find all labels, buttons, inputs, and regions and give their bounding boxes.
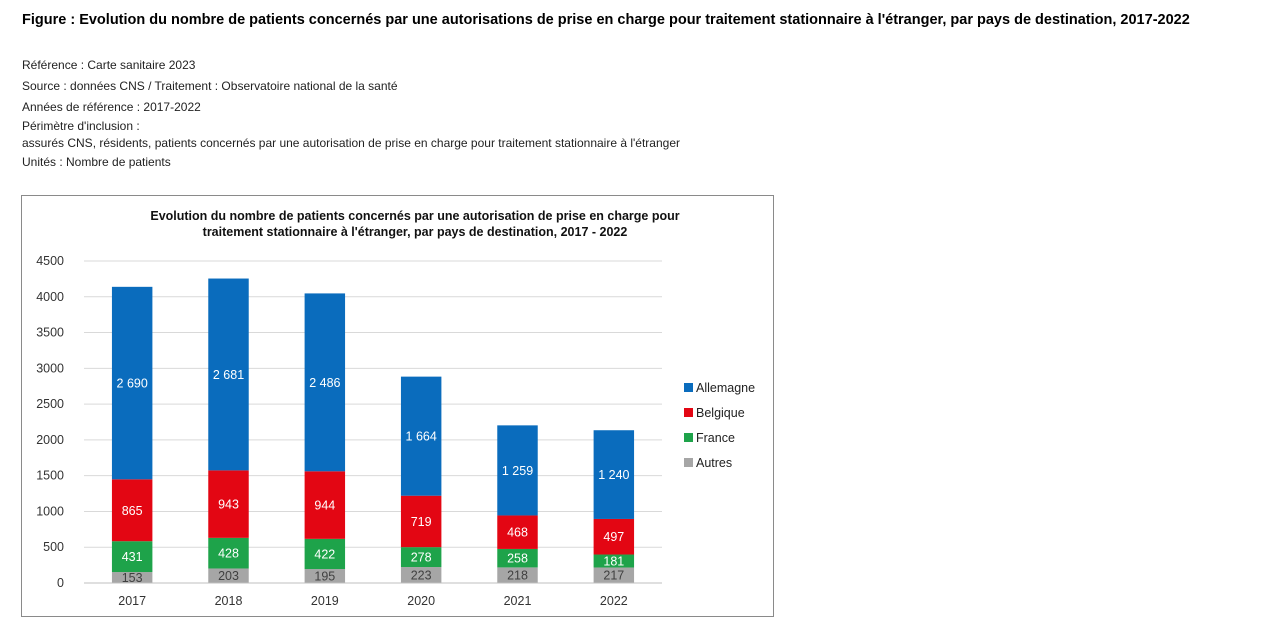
data-label-france-2018: 428: [218, 547, 239, 561]
data-label-france-2021: 258: [507, 552, 528, 566]
bar-allemagne-2022: [593, 430, 635, 519]
y-tick-label: 0: [57, 576, 64, 590]
bar-france-2017: [111, 541, 153, 573]
bar-autres-2017: [111, 572, 153, 583]
bar-france-2021: [497, 548, 538, 568]
bar-allemagne-2021: [497, 425, 538, 516]
legend-label-belgique: Belgique: [696, 406, 745, 420]
data-label-belgique-2019: 944: [314, 499, 335, 513]
data-label-autres-2021: 218: [507, 569, 528, 583]
data-label-france-2022: 181: [603, 554, 624, 568]
bar-belgique-2022: [593, 518, 635, 555]
y-tick-label: 1500: [36, 469, 64, 483]
data-label-allemagne-2019: 2 486: [309, 376, 340, 390]
data-label-belgique-2018: 943: [218, 498, 239, 512]
bar-autres-2022: [593, 567, 635, 583]
stacked-bar-chart: Evolution du nombre de patients concerné…: [36, 209, 755, 608]
y-tick-label: 2500: [36, 397, 64, 411]
legend-label-autres: Autres: [696, 456, 732, 470]
bar-allemagne-2018: [208, 278, 249, 471]
chart-container: Evolution du nombre de patients concerné…: [21, 195, 774, 617]
y-tick-label: 1000: [36, 504, 64, 518]
data-label-allemagne-2018: 2 681: [213, 368, 244, 382]
chart-title-line: traitement stationnaire à l'étranger, pa…: [203, 225, 628, 239]
meta-units: Unités : Nombre de patients: [22, 155, 171, 169]
data-label-allemagne-2022: 1 240: [598, 468, 629, 482]
legend-swatch-autres: [684, 458, 693, 467]
y-tick-label: 4000: [36, 290, 64, 304]
x-tick-label: 2022: [600, 594, 628, 608]
meta-scope-label: Périmètre d'inclusion :: [22, 119, 140, 133]
bar-france-2018: [208, 537, 249, 569]
metadata-block: Référence : Carte sanitaire 2023 Source …: [22, 55, 680, 173]
meta-reference: Référence : Carte sanitaire 2023: [22, 58, 196, 72]
data-label-belgique-2022: 497: [603, 530, 624, 544]
bar-autres-2019: [304, 569, 346, 583]
data-label-autres-2019: 195: [314, 570, 335, 584]
x-tick-label: 2020: [407, 594, 435, 608]
legend-label-france: France: [696, 431, 735, 445]
y-tick-label: 2000: [36, 433, 64, 447]
y-tick-label: 4500: [36, 254, 64, 268]
bar-belgique-2018: [208, 470, 249, 538]
data-label-france-2019: 422: [314, 547, 335, 561]
legend-swatch-france: [684, 433, 693, 442]
legend-label-allemagne: Allemagne: [696, 381, 755, 395]
bar-allemagne-2020: [400, 376, 442, 496]
y-tick-label: 3500: [36, 326, 64, 340]
legend-swatch-allemagne: [684, 383, 693, 392]
data-label-autres-2020: 223: [411, 569, 432, 583]
data-label-autres-2022: 217: [603, 569, 624, 583]
meta-scope-text: assurés CNS, résidents, patients concern…: [22, 136, 680, 150]
bar-belgique-2021: [497, 515, 538, 549]
bar-allemagne-2019: [304, 293, 346, 472]
data-label-allemagne-2017: 2 690: [117, 377, 148, 391]
bar-autres-2018: [208, 568, 249, 583]
bar-france-2022: [593, 554, 635, 568]
meta-years: Années de référence : 2017-2022: [22, 100, 201, 114]
figure-title: Figure : Evolution du nombre de patients…: [22, 12, 1190, 28]
data-label-allemagne-2021: 1 259: [502, 464, 533, 478]
x-tick-label: 2021: [504, 594, 532, 608]
data-label-belgique-2021: 468: [507, 526, 528, 540]
bar-allemagne-2017: [111, 286, 153, 480]
data-label-france-2017: 431: [122, 550, 143, 564]
bar-belgique-2020: [400, 495, 442, 548]
bar-belgique-2017: [111, 479, 153, 542]
y-tick-label: 3000: [36, 361, 64, 375]
x-tick-label: 2018: [215, 594, 243, 608]
data-label-allemagne-2020: 1 664: [406, 430, 437, 444]
data-label-autres-2018: 203: [218, 569, 239, 583]
bar-france-2019: [304, 538, 346, 570]
data-label-belgique-2017: 865: [122, 504, 143, 518]
data-label-belgique-2020: 719: [411, 515, 432, 529]
meta-source: Source : données CNS / Traitement : Obse…: [22, 79, 398, 93]
data-label-france-2020: 278: [411, 551, 432, 565]
y-tick-label: 500: [43, 540, 64, 554]
chart-title-line: Evolution du nombre de patients concerné…: [150, 209, 679, 223]
bar-autres-2020: [400, 567, 442, 583]
bar-belgique-2019: [304, 471, 346, 539]
bar-france-2020: [400, 547, 442, 568]
legend-swatch-belgique: [684, 408, 693, 417]
data-label-autres-2017: 153: [122, 571, 143, 585]
bar-autres-2021: [497, 567, 538, 583]
x-tick-label: 2017: [118, 594, 146, 608]
x-tick-label: 2019: [311, 594, 339, 608]
